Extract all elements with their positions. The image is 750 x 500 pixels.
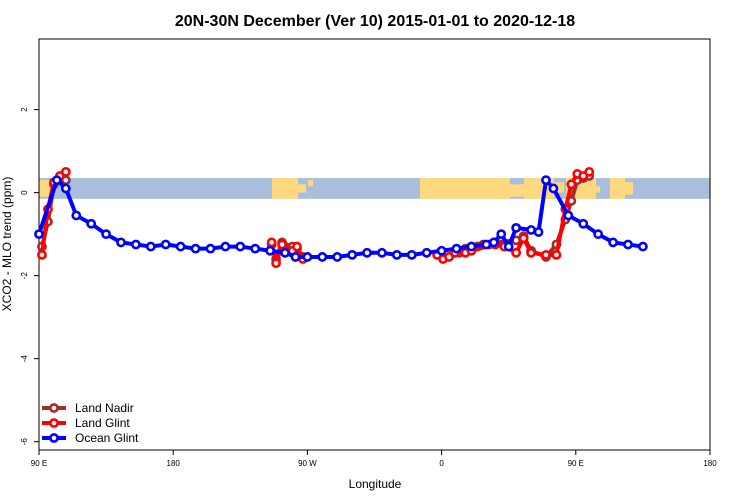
data-point (503, 241, 514, 252)
data-point (421, 247, 432, 258)
data-point (292, 241, 302, 252)
data-point (235, 241, 246, 252)
data-point (60, 183, 71, 194)
chart-title: 20N-30N December (Ver 10) 2015-01-01 to … (175, 13, 575, 30)
data-point (317, 252, 328, 262)
data-point (406, 249, 417, 260)
data-point (593, 229, 604, 240)
data-point (37, 249, 47, 260)
data-point (175, 241, 186, 252)
data-point (302, 252, 313, 262)
data-point (563, 210, 574, 221)
map-land-11 (625, 182, 633, 195)
data-point (436, 245, 447, 256)
y-axis-label: XCO2 - MLO trend (ppm) (0, 177, 14, 312)
data-point (526, 225, 536, 235)
x-tick-label: 90 E (31, 459, 47, 468)
data-point (548, 183, 559, 194)
data-point (608, 237, 618, 248)
data-point (71, 210, 82, 221)
x-tick-label: 0 (439, 459, 444, 468)
y-tick-label: 0 (20, 190, 29, 195)
data-point (266, 237, 277, 248)
y-axis: 2 0 -2 -4 -6 (20, 107, 39, 445)
data-point (623, 239, 633, 250)
data-point (496, 229, 507, 240)
data-point (160, 239, 171, 250)
data-point (347, 249, 358, 260)
data-point (277, 239, 287, 250)
data-point (131, 239, 141, 250)
map-land-5 (510, 184, 524, 197)
map-land-10 (610, 178, 625, 199)
y-tick-label: 2 (20, 107, 29, 112)
data-point (488, 237, 499, 248)
data-point (290, 252, 301, 262)
map-land-1 (272, 178, 298, 199)
data-point (145, 241, 156, 252)
data-point (451, 243, 462, 254)
data-point (362, 247, 372, 258)
series-layer (34, 166, 648, 269)
data-point (466, 241, 477, 252)
data-point (541, 175, 551, 186)
map-land-7 (554, 182, 564, 193)
map-ocean (39, 178, 710, 199)
series-ocean-glint (34, 175, 648, 262)
x-tick-label: 180 (167, 459, 181, 468)
data-point (265, 245, 276, 256)
x-tick-label: 90 W (298, 459, 317, 468)
data-point (101, 229, 111, 240)
x-tick-label: 180 (703, 459, 717, 468)
data-point (220, 241, 231, 252)
y-tick-label: -4 (20, 355, 29, 363)
y-tick-label: -6 (20, 438, 29, 446)
data-point (638, 241, 648, 252)
data-point (86, 218, 97, 229)
data-point (332, 252, 343, 262)
data-point (190, 243, 201, 254)
map-land-2 (298, 184, 306, 193)
legend-label: Land Glint (75, 416, 130, 430)
data-point (250, 243, 261, 254)
legend-label: Ocean Glint (75, 431, 139, 445)
data-point (391, 249, 402, 260)
data-point (551, 249, 562, 260)
map-land-3 (308, 180, 313, 187)
data-point (526, 247, 536, 258)
map-band (39, 178, 710, 199)
data-point (566, 179, 577, 190)
y-tick-label: -2 (20, 272, 29, 280)
legend-swatch-point (49, 418, 59, 428)
data-point (205, 243, 216, 254)
data-point (280, 247, 290, 258)
data-point (518, 233, 529, 244)
data-point (60, 166, 71, 177)
data-point (481, 239, 492, 250)
data-point (377, 247, 387, 258)
data-point (116, 237, 126, 248)
data-point (271, 258, 281, 269)
data-point (34, 229, 44, 240)
map-land-0 (39, 180, 51, 197)
map-land-9 (596, 186, 600, 193)
x-axis-label: Longitude (349, 477, 402, 491)
data-point (51, 175, 62, 186)
x-axis: 90 E 180 90 W 0 90 E 180 (31, 450, 717, 468)
legend-swatch-point (49, 403, 59, 413)
map-land-4 (420, 178, 510, 199)
data-point (584, 166, 595, 177)
legend-swatch-point (49, 433, 59, 443)
data-point (541, 249, 551, 260)
data-point (578, 218, 589, 229)
legend-label: Land Nadir (75, 401, 134, 415)
data-point (533, 227, 544, 237)
series-line (37, 178, 644, 259)
data-point (511, 222, 522, 233)
x-tick-label: 90 E (568, 459, 584, 468)
data-point (511, 247, 522, 258)
